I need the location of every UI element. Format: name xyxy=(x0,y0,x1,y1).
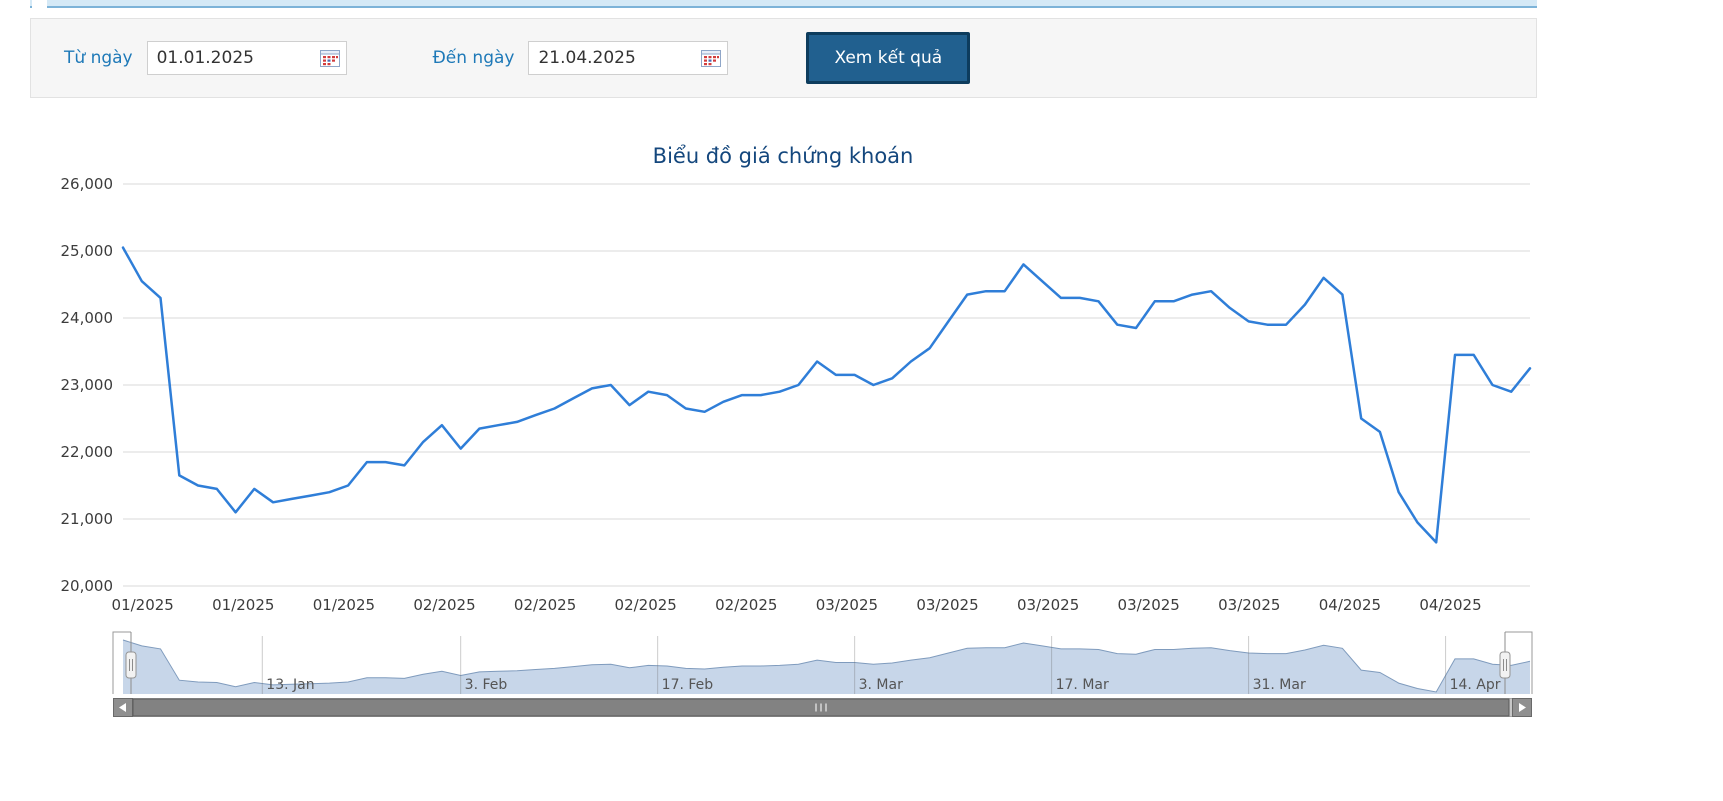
navigator-axis-label: 3. Mar xyxy=(859,677,903,693)
navigator-axis-label: 17. Feb xyxy=(662,677,714,693)
y-axis-label: 20,000 xyxy=(61,577,114,595)
navigator-axis-label: 13. Jan xyxy=(266,677,314,693)
to-date-input[interactable] xyxy=(529,48,702,68)
navigator-outline-right xyxy=(1505,631,1533,694)
navigator-axis-label: 14. Apr xyxy=(1450,677,1501,693)
x-axis-label: 03/2025 xyxy=(1017,596,1079,614)
x-axis-label: 03/2025 xyxy=(1218,596,1280,614)
navigator-axis-label: 3. Feb xyxy=(465,677,508,693)
to-date-calendar-icon[interactable] xyxy=(701,49,722,67)
from-date-label: Từ ngày xyxy=(64,48,133,68)
navigator[interactable]: 13. Jan 3. Feb 17. Feb 3. Mar 17. Mar 31. Mar… xyxy=(112,631,1533,694)
x-axis-label: 03/2025 xyxy=(916,596,978,614)
active-tab-notch xyxy=(32,0,47,8)
y-axis-label: 22,000 xyxy=(61,443,114,461)
x-axis-label: 03/2025 xyxy=(1118,596,1180,614)
navigator-axis-label: 17. Mar xyxy=(1056,677,1109,693)
handle-grip[interactable] xyxy=(1499,651,1511,679)
view-results-button[interactable]: Xem kết quả xyxy=(806,32,971,84)
navigator-area xyxy=(123,640,1530,694)
date-filter-panel: Từ ngày Đến ngày xyxy=(30,18,1537,98)
x-axis-label: 02/2025 xyxy=(615,596,677,614)
x-axis-label: 02/2025 xyxy=(514,596,576,614)
scrollbar-left-arrow-icon xyxy=(119,703,126,712)
stock-chart-canvas: Biểu đồ giá chứng khoán 20,000 21,000 22,00… xyxy=(61,144,1533,717)
x-axis-label: 02/2025 xyxy=(715,596,777,614)
x-axis-label: 04/2025 xyxy=(1419,596,1481,614)
price-line-series xyxy=(121,246,1532,544)
tab-strip-bottom-edge xyxy=(30,0,1537,8)
from-date-input[interactable] xyxy=(147,48,320,68)
calendar-glyph xyxy=(701,50,722,67)
navigator-handle-left[interactable] xyxy=(125,632,137,694)
y-axis-label: 21,000 xyxy=(61,510,114,528)
x-axis-label: 01/2025 xyxy=(112,596,174,614)
y-axis-label: 24,000 xyxy=(61,309,114,327)
scrollbar-right-arrow-icon xyxy=(1519,703,1526,712)
chart-title: Biểu đồ giá chứng khoán xyxy=(653,144,914,168)
x-axis-label: 01/2025 xyxy=(313,596,375,614)
to-date-field xyxy=(528,41,729,75)
y-axis-label: 26,000 xyxy=(61,175,114,193)
handle-grip[interactable] xyxy=(125,651,137,679)
to-date-label: Đến ngày xyxy=(432,48,515,68)
navigator-area-top-line xyxy=(122,639,1531,693)
x-axis-label: 03/2025 xyxy=(816,596,878,614)
navigator-handle-right[interactable] xyxy=(1499,632,1511,694)
scrollbar[interactable] xyxy=(113,698,1532,717)
from-date-calendar-icon[interactable] xyxy=(319,49,340,67)
x-axis-label: 04/2025 xyxy=(1319,596,1381,614)
y-axis-label: 25,000 xyxy=(61,242,114,260)
x-axis-label: 02/2025 xyxy=(413,596,475,614)
navigator-axis-label: 31. Mar xyxy=(1253,677,1306,693)
stock-price-chart: Biểu đồ giá chứng khoán 20,000 21,000 22,00… xyxy=(30,98,1537,720)
navigator-outline-left xyxy=(112,631,131,694)
y-axis-label: 23,000 xyxy=(61,376,114,394)
x-axis-label: 01/2025 xyxy=(212,596,274,614)
from-date-field xyxy=(146,41,347,75)
page-content: Từ ngày Đến ngày xyxy=(30,0,1537,720)
calendar-glyph xyxy=(319,50,340,67)
